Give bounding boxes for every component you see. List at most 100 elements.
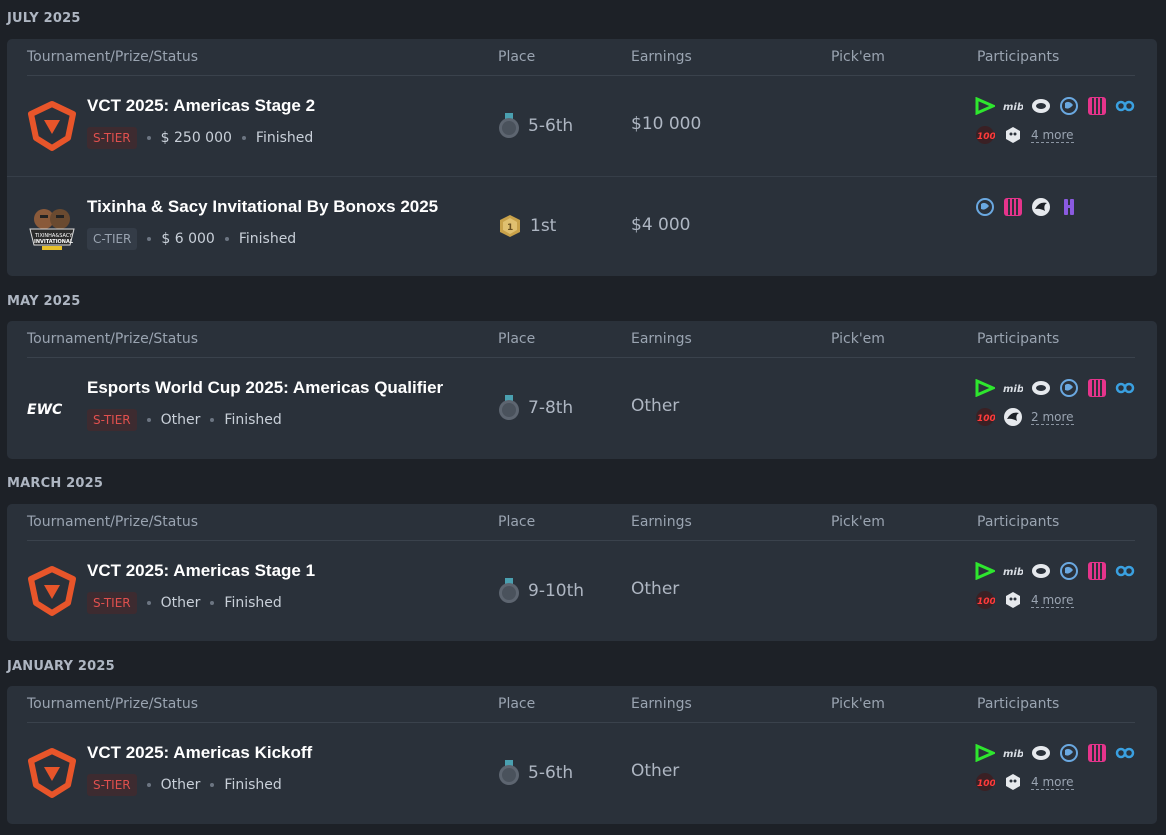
tixinha-sacy-logo-icon: TIXINHA&SACY INVITATIONAL [26, 201, 78, 253]
g2-logo-icon[interactable] [1003, 772, 1023, 792]
tier-badge[interactable]: S-TIER [87, 127, 137, 149]
tier-badge[interactable]: S-TIER [87, 409, 137, 431]
evil-geniuses-logo-icon[interactable] [1031, 378, 1051, 398]
nrg-logo-icon[interactable] [1087, 561, 1107, 581]
separator-dot [241, 136, 246, 140]
kru-logo-icon[interactable] [1059, 197, 1079, 217]
tournament-card: Tournament/Prize/Status Place Earnings P… [7, 39, 1157, 276]
separator-dot [146, 418, 151, 422]
table-header: Tournament/Prize/Status Place Earnings P… [27, 504, 1135, 541]
table-header: Tournament/Prize/Status Place Earnings P… [27, 321, 1135, 358]
100-thieves-logo-icon[interactable]: 100 [975, 772, 995, 792]
mibr-logo-icon[interactable]: mibr [1003, 96, 1023, 116]
vct-logo-icon [26, 100, 78, 152]
g2-logo-icon[interactable] [1003, 125, 1023, 145]
tournament-name[interactable]: VCT 2025: Americas Stage 2 [87, 96, 316, 115]
tournament-card: Tournament/Prize/Status Place Earnings P… [7, 504, 1157, 641]
nrg-logo-icon[interactable] [1087, 96, 1107, 116]
100-thieves-logo-icon[interactable]: 100 [975, 125, 995, 145]
header-participants: Participants [977, 514, 1060, 530]
evil-geniuses-logo-icon[interactable] [1031, 561, 1051, 581]
100-thieves-logo-icon[interactable]: 100 [975, 590, 995, 610]
header-earnings: Earnings [631, 514, 692, 530]
leviatan-logo-icon[interactable] [975, 96, 995, 116]
header-earnings: Earnings [631, 49, 692, 65]
ewc-logo-icon: EWC [26, 382, 78, 434]
tournament-name[interactable]: VCT 2025: Americas Kickoff [87, 743, 313, 762]
nrg-logo-icon[interactable] [1087, 378, 1107, 398]
tier-badge[interactable]: S-TIER [87, 592, 137, 614]
leviatan-logo-icon[interactable] [975, 743, 995, 763]
earnings: Other [631, 761, 680, 781]
svg-text:mibr: mibr [1003, 102, 1023, 112]
cloud9-logo-icon[interactable] [1115, 561, 1135, 581]
separator-dot [146, 136, 151, 140]
status: Finished [238, 231, 297, 247]
evil-geniuses-logo-icon[interactable] [1031, 96, 1051, 116]
table-row[interactable]: VCT 2025: Americas Stage 1 S-TIER Other … [7, 541, 1157, 641]
tier-badge[interactable]: C-TIER [87, 228, 138, 250]
earnings: Other [631, 579, 680, 599]
table-row[interactable]: VCT 2025: Americas Stage 2 S-TIER $ 250 … [7, 76, 1157, 176]
participants: mibr 100 4 more [975, 561, 1145, 619]
mibr-logo-icon[interactable]: mibr [1003, 561, 1023, 581]
table-row[interactable]: VCT 2025: Americas Kickoff S-TIER Other … [7, 723, 1157, 823]
vct-logo-icon [26, 565, 78, 617]
svg-text:mibr: mibr [1003, 384, 1023, 394]
cloud9-logo-icon[interactable] [1115, 378, 1135, 398]
g2-logo-icon[interactable] [1003, 590, 1023, 610]
nrg-logo-icon[interactable] [1003, 197, 1023, 217]
silver-medal-icon [499, 760, 519, 785]
table-row[interactable]: TIXINHA&SACY INVITATIONAL Tixinha & Sacy … [7, 176, 1157, 276]
furia-logo-icon[interactable] [1003, 407, 1023, 427]
header-pickem: Pick'em [831, 514, 885, 530]
tournament-card: Tournament/Prize/Status Place Earnings P… [7, 686, 1157, 824]
more-participants-link[interactable]: 4 more [1031, 592, 1074, 608]
participants [975, 197, 1145, 226]
earnings: $10 000 [631, 114, 702, 134]
header-participants: Participants [977, 49, 1060, 65]
tournament-meta: S-TIER Other Finished [87, 409, 282, 431]
separator-dot [210, 418, 215, 422]
2game-logo-icon[interactable] [1059, 561, 1079, 581]
cloud9-logo-icon[interactable] [1115, 743, 1135, 763]
more-participants-link[interactable]: 4 more [1031, 774, 1074, 790]
2game-logo-icon[interactable] [1059, 743, 1079, 763]
more-participants-link[interactable]: 2 more [1031, 409, 1074, 425]
participants: mibr 100 2 more [975, 378, 1145, 436]
svg-text:TIXINHA&SACY: TIXINHA&SACY [34, 233, 73, 239]
separator-dot [224, 237, 229, 241]
silver-medal-icon [499, 578, 519, 603]
cloud9-logo-icon[interactable] [1115, 96, 1135, 116]
evil-geniuses-logo-icon[interactable] [1031, 743, 1051, 763]
furia-logo-icon[interactable] [1031, 197, 1051, 217]
header-place: Place [498, 514, 536, 530]
tournament-name[interactable]: Tixinha & Sacy Invitational By Bonoxs 20… [87, 197, 439, 216]
participants: mibr 100 4 more [975, 743, 1145, 801]
tournament-meta: S-TIER Other Finished [87, 592, 282, 614]
2game-logo-icon[interactable] [1059, 96, 1079, 116]
2game-logo-icon[interactable] [1059, 378, 1079, 398]
month-header: MARCH 2025 [7, 476, 104, 491]
tournament-meta: C-TIER $ 6 000 Finished [87, 228, 296, 250]
place-text: 5-6th [528, 116, 574, 136]
place-text: 5-6th [528, 763, 574, 783]
leviatan-logo-icon[interactable] [975, 561, 995, 581]
tournament-name[interactable]: VCT 2025: Americas Stage 1 [87, 561, 316, 580]
mibr-logo-icon[interactable]: mibr [1003, 743, 1023, 763]
participants: mibr 100 4 more [975, 96, 1145, 154]
nrg-logo-icon[interactable] [1087, 743, 1107, 763]
tournament-name[interactable]: Esports World Cup 2025: Americas Qualifi… [87, 378, 444, 397]
more-participants-link[interactable]: 4 more [1031, 127, 1074, 143]
tier-badge[interactable]: S-TIER [87, 774, 137, 796]
place-text: 9-10th [528, 581, 585, 601]
mibr-logo-icon[interactable]: mibr [1003, 378, 1023, 398]
100-thieves-logo-icon[interactable]: 100 [975, 407, 995, 427]
2game-logo-icon[interactable] [975, 197, 995, 217]
status: Finished [255, 130, 314, 146]
leviatan-logo-icon[interactable] [975, 378, 995, 398]
separator-dot [210, 601, 215, 605]
table-row[interactable]: EWC Esports World Cup 2025: Americas Qua… [7, 358, 1157, 458]
earnings: $4 000 [631, 215, 691, 235]
separator-dot [210, 783, 215, 787]
